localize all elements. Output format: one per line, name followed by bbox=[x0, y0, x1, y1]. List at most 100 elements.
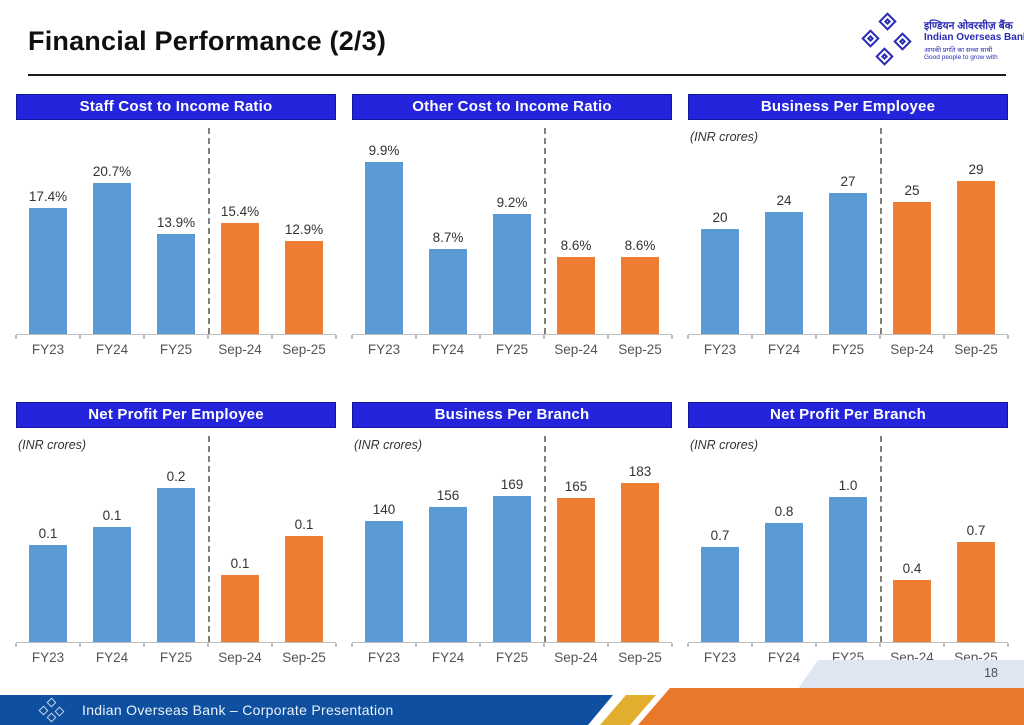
bar-value-label: 0.1 bbox=[38, 526, 58, 542]
period-separator-line bbox=[544, 436, 546, 642]
axis-tick bbox=[335, 335, 337, 339]
bar-group-sep-25: 0.1 bbox=[272, 434, 336, 642]
axis-tick bbox=[751, 643, 753, 647]
chart-other-cost-to-income: Other Cost to Income Ratio 9.9% 8.7% 9.2% 8… bbox=[351, 94, 673, 364]
bar-group-sep-24: 15.4% bbox=[208, 126, 272, 334]
plot-area: (INR crores) 0.1 0.1 0.2 0.1 0.1 bbox=[16, 434, 336, 642]
bar-value-label: 9.9% bbox=[368, 143, 400, 159]
unit-note: (INR crores) bbox=[18, 438, 87, 452]
bar bbox=[701, 547, 739, 642]
bar-value-label: 20.7% bbox=[92, 164, 132, 180]
bar-value-label: 0.8 bbox=[774, 504, 794, 520]
axis-tick bbox=[607, 643, 609, 647]
bar bbox=[429, 248, 467, 334]
category-label: Sep-24 bbox=[890, 342, 934, 357]
axis-tick bbox=[207, 335, 209, 339]
bar bbox=[493, 214, 531, 334]
bar-value-label: 15.4% bbox=[220, 203, 260, 219]
page-number-band: 18 bbox=[798, 660, 1024, 689]
title-divider bbox=[28, 74, 1006, 76]
bar-group-fy25: 27 bbox=[816, 126, 880, 334]
category-label: FY24 bbox=[431, 650, 465, 665]
bar-group-fy24: 8.7% bbox=[416, 126, 480, 334]
axis-tick bbox=[607, 335, 609, 339]
bar-value-label: 20 bbox=[712, 209, 728, 225]
category-label: Sep-24 bbox=[218, 342, 262, 357]
bar bbox=[157, 488, 195, 642]
category-label: FY25 bbox=[495, 342, 529, 357]
category-label: Sep-24 bbox=[554, 342, 598, 357]
bar bbox=[429, 506, 467, 642]
period-separator-line bbox=[544, 128, 546, 334]
bar-group-fy25: 13.9% bbox=[144, 126, 208, 334]
axis-tick bbox=[351, 643, 353, 647]
bank-name-english: Indian Overseas Bank bbox=[924, 32, 1024, 44]
bar bbox=[829, 497, 867, 642]
category-label: Sep-25 bbox=[282, 342, 326, 357]
bar-value-label: 8.6% bbox=[560, 238, 592, 254]
bank-tagline-hindi: आपकी प्रगति का सच्चा साथी bbox=[924, 46, 993, 54]
category-label: FY23 bbox=[367, 342, 401, 357]
bar-group-sep-25: 12.9% bbox=[272, 126, 336, 334]
bar bbox=[493, 496, 531, 642]
bar-group-fy23: 20 bbox=[688, 126, 752, 334]
bar bbox=[285, 241, 323, 334]
bar-value-label: 8.6% bbox=[624, 238, 656, 254]
unit-note: (INR crores) bbox=[690, 130, 759, 144]
chart-title: Business Per Branch bbox=[352, 402, 672, 428]
plot-area: (INR crores) 0.7 0.8 1.0 0.4 0.7 bbox=[688, 434, 1008, 642]
page-number: 18 bbox=[984, 666, 998, 680]
axis-tick bbox=[543, 335, 545, 339]
bar bbox=[29, 545, 67, 642]
x-axis: FY23 FY24 FY25 Sep-24 Sep-25 bbox=[351, 642, 673, 672]
bar bbox=[221, 575, 259, 642]
bar-group-fy24: 24 bbox=[752, 126, 816, 334]
chart-title: Net Profit Per Employee bbox=[16, 402, 336, 428]
bar bbox=[365, 162, 403, 334]
bar-value-label: 0.2 bbox=[166, 469, 186, 485]
bar bbox=[957, 542, 995, 642]
axis-tick bbox=[1007, 643, 1009, 647]
axis-tick bbox=[687, 643, 689, 647]
axis-tick bbox=[879, 335, 881, 339]
bar bbox=[93, 183, 131, 334]
footer-orange-stripe bbox=[638, 688, 1024, 725]
category-label: Sep-25 bbox=[954, 342, 998, 357]
axis-tick bbox=[479, 335, 481, 339]
x-axis: FY23 FY24 FY25 Sep-24 Sep-25 bbox=[351, 334, 673, 364]
bar-group-sep-24: 25 bbox=[880, 126, 944, 334]
bar-value-label: 9.2% bbox=[496, 195, 528, 211]
axis-tick bbox=[879, 643, 881, 647]
bar-group-fy25: 9.2% bbox=[480, 126, 544, 334]
unit-note: (INR crores) bbox=[354, 438, 423, 452]
bar-group-fy23: 9.9% bbox=[352, 126, 416, 334]
bar bbox=[957, 181, 995, 334]
x-axis: FY23 FY24 FY25 Sep-24 Sep-25 bbox=[15, 334, 337, 364]
axis-tick bbox=[271, 643, 273, 647]
category-label: FY25 bbox=[159, 342, 193, 357]
axis-tick bbox=[943, 643, 945, 647]
bar bbox=[93, 526, 131, 642]
bar bbox=[621, 482, 659, 642]
bar-group-fy24: 0.8 bbox=[752, 434, 816, 642]
category-label: Sep-25 bbox=[618, 342, 662, 357]
bar-value-label: 27 bbox=[840, 173, 856, 189]
chart-grid: Staff Cost to Income Ratio 17.4% 20.7% 13.… bbox=[15, 94, 1009, 672]
bar-value-label: 8.7% bbox=[432, 229, 464, 245]
axis-tick bbox=[815, 643, 817, 647]
chart-title: Net Profit Per Branch bbox=[688, 402, 1008, 428]
bar-group-fy23: 0.1 bbox=[16, 434, 80, 642]
bar-value-label: 0.7 bbox=[710, 528, 730, 544]
chart-business-per-employee: Business Per Employee (INR crores) 20 24 2… bbox=[687, 94, 1009, 364]
chart-net-profit-per-employee: Net Profit Per Employee (INR crores) 0.1… bbox=[15, 402, 337, 672]
bar-value-label: 29 bbox=[968, 162, 984, 178]
chart-business-per-branch: Business Per Branch (INR crores) 140 156 1… bbox=[351, 402, 673, 672]
category-label: FY23 bbox=[31, 650, 65, 665]
bar bbox=[765, 212, 803, 334]
bar-value-label: 17.4% bbox=[28, 189, 68, 205]
bar-value-label: 0.1 bbox=[230, 556, 250, 572]
plot-area: (INR crores) 20 24 27 25 29 bbox=[688, 126, 1008, 334]
bar bbox=[29, 208, 67, 334]
iob-diamonds-icon-footer bbox=[38, 697, 68, 723]
